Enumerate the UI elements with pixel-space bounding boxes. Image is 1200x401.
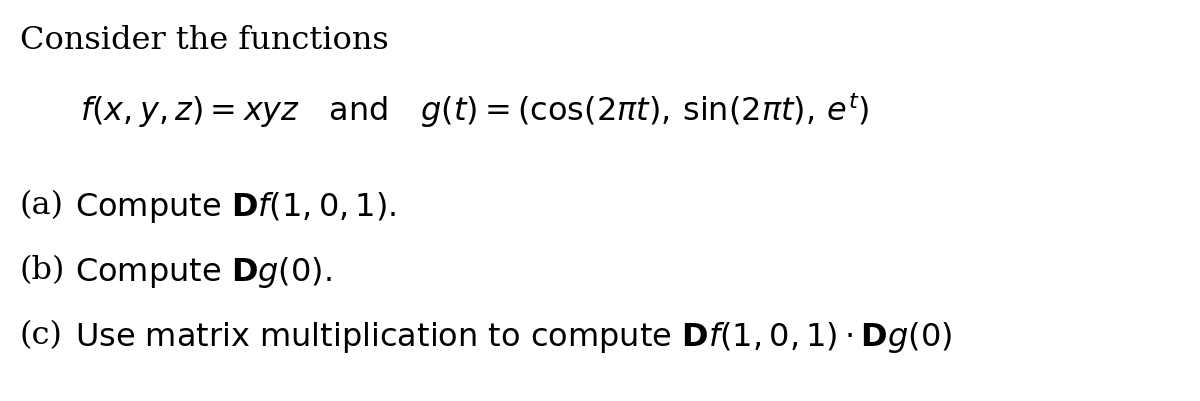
Text: (a): (a) (20, 190, 64, 221)
Text: $\text{Compute }\mathbf{D}g(0).$: $\text{Compute }\mathbf{D}g(0).$ (74, 255, 332, 290)
Text: $\text{Use matrix multiplication to compute }\mathbf{D}f(1, 0, 1)\cdot\mathbf{D}: $\text{Use matrix multiplication to comp… (74, 320, 953, 355)
Text: $f(x, y, z) = xyz \quad \text{and} \quad g(t) = (\cos(2\pi t),\, \sin(2\pi t),\,: $f(x, y, z) = xyz \quad \text{and} \quad… (80, 90, 870, 130)
Text: (c): (c) (20, 320, 62, 351)
Text: $\text{Compute }\mathbf{D}f(1, 0, 1).$: $\text{Compute }\mathbf{D}f(1, 0, 1).$ (74, 190, 396, 225)
Text: (b): (b) (20, 255, 65, 286)
Text: Consider the functions: Consider the functions (20, 25, 389, 56)
